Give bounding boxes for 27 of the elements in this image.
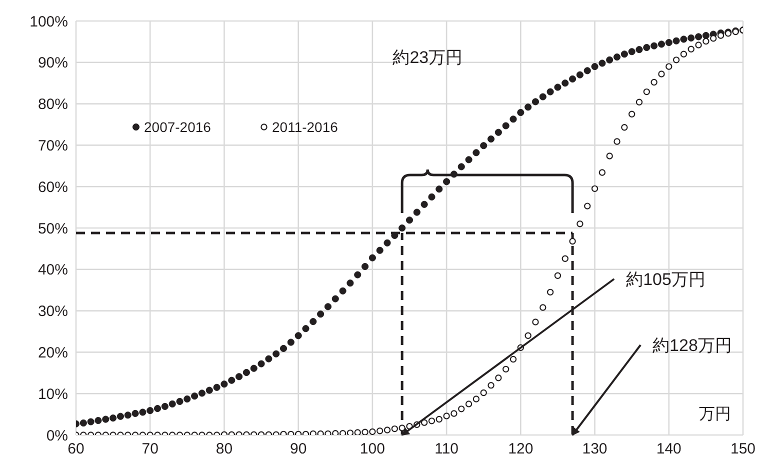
legend-label: 2007-2016 [144, 119, 212, 135]
x-tick-label: 100 [360, 440, 385, 458]
x-tick-label: 140 [656, 440, 682, 458]
y-tick-label: 70% [38, 138, 68, 155]
y-tick-label: 100% [30, 13, 68, 30]
x-tick-label: 70 [142, 440, 158, 458]
annotation: 約128万円 [652, 336, 732, 355]
x-tick-label: 110 [434, 440, 459, 458]
y-tick-label: 10% [38, 386, 68, 403]
x-tick-label: 130 [582, 440, 608, 458]
legend-label: 2011-2016 [272, 119, 338, 135]
x-axis-title: 万円 [699, 406, 731, 423]
y-tick-label: 80% [38, 96, 68, 114]
y-tick-label: 30% [38, 303, 68, 320]
y-tick-label: 40% [38, 262, 68, 279]
y-tick-label: 60% [38, 178, 68, 196]
y-tick-label: 50% [38, 220, 68, 238]
y-tick-label: 90% [38, 54, 68, 72]
annotation: 約105万円 [626, 270, 706, 289]
x-tick-label: 80 [216, 440, 233, 458]
x-tick-label: 150 [730, 440, 756, 458]
x-tick-label: 120 [508, 440, 534, 458]
x-tick-label: 60 [68, 440, 84, 458]
y-tick-label: 20% [38, 344, 68, 362]
annotation: 約23万円 [392, 48, 463, 68]
y-tick-label: 0% [46, 427, 68, 444]
x-tick-label: 90 [290, 440, 307, 458]
